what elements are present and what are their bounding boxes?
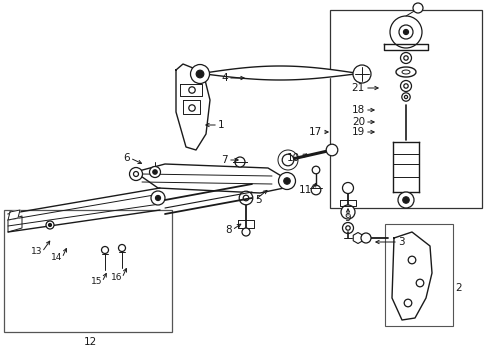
Text: 20: 20 [351, 117, 364, 127]
Circle shape [389, 16, 421, 48]
Text: 8: 8 [225, 225, 231, 235]
Circle shape [403, 84, 407, 88]
Polygon shape [180, 84, 202, 96]
Circle shape [412, 3, 422, 13]
Circle shape [243, 195, 248, 201]
Circle shape [407, 256, 415, 264]
Polygon shape [176, 64, 209, 150]
Polygon shape [391, 232, 431, 320]
Text: 18: 18 [351, 105, 364, 115]
Polygon shape [135, 164, 287, 193]
Bar [329, 10, 481, 208]
Circle shape [345, 226, 349, 230]
Text: 15: 15 [90, 278, 102, 287]
Circle shape [190, 64, 209, 84]
Circle shape [342, 183, 353, 194]
Circle shape [360, 233, 370, 243]
Polygon shape [383, 44, 427, 50]
Circle shape [102, 247, 108, 253]
Text: 2: 2 [454, 283, 461, 293]
Bar [384, 224, 452, 326]
Circle shape [283, 178, 289, 184]
Text: 16: 16 [110, 274, 122, 283]
Text: 7: 7 [221, 155, 227, 165]
Circle shape [342, 222, 353, 234]
Polygon shape [339, 200, 355, 206]
Text: 19: 19 [351, 127, 364, 137]
Circle shape [46, 221, 54, 229]
Text: 12: 12 [83, 337, 97, 347]
Circle shape [151, 191, 164, 205]
Text: 21: 21 [351, 83, 364, 93]
Polygon shape [238, 220, 253, 228]
Circle shape [311, 166, 319, 174]
Text: 3: 3 [397, 237, 404, 247]
Circle shape [402, 197, 408, 203]
Circle shape [397, 192, 413, 208]
Text: 5: 5 [254, 195, 261, 205]
Circle shape [196, 70, 203, 78]
Circle shape [48, 224, 51, 226]
Circle shape [133, 171, 138, 176]
Text: 1: 1 [218, 120, 224, 130]
Circle shape [403, 56, 407, 60]
Circle shape [310, 185, 320, 195]
Circle shape [404, 299, 411, 307]
Bar [4, 210, 172, 332]
Polygon shape [392, 142, 418, 192]
Circle shape [352, 65, 370, 83]
Circle shape [403, 30, 407, 35]
Text: 10: 10 [286, 153, 299, 163]
Circle shape [188, 105, 195, 111]
Circle shape [400, 53, 411, 63]
Text: 6: 6 [123, 153, 130, 163]
Circle shape [325, 144, 337, 156]
Circle shape [242, 228, 249, 236]
Circle shape [235, 157, 244, 167]
Polygon shape [8, 216, 22, 232]
Circle shape [278, 172, 295, 189]
Circle shape [398, 25, 412, 39]
Text: 17: 17 [308, 127, 321, 137]
Text: 4: 4 [221, 73, 227, 83]
Circle shape [415, 279, 423, 287]
Circle shape [155, 195, 160, 201]
Circle shape [340, 205, 354, 219]
Text: 9: 9 [344, 213, 350, 223]
Circle shape [401, 93, 409, 101]
Circle shape [239, 191, 252, 205]
Circle shape [118, 244, 125, 252]
Text: 11: 11 [298, 185, 311, 195]
Polygon shape [8, 210, 20, 220]
Circle shape [149, 166, 160, 177]
Circle shape [129, 167, 142, 180]
Circle shape [282, 154, 293, 166]
Circle shape [404, 95, 407, 99]
Circle shape [152, 170, 157, 174]
Polygon shape [183, 100, 200, 114]
Circle shape [188, 87, 195, 93]
Text: 14: 14 [51, 253, 62, 262]
Circle shape [400, 81, 411, 91]
Text: 13: 13 [30, 248, 42, 256]
